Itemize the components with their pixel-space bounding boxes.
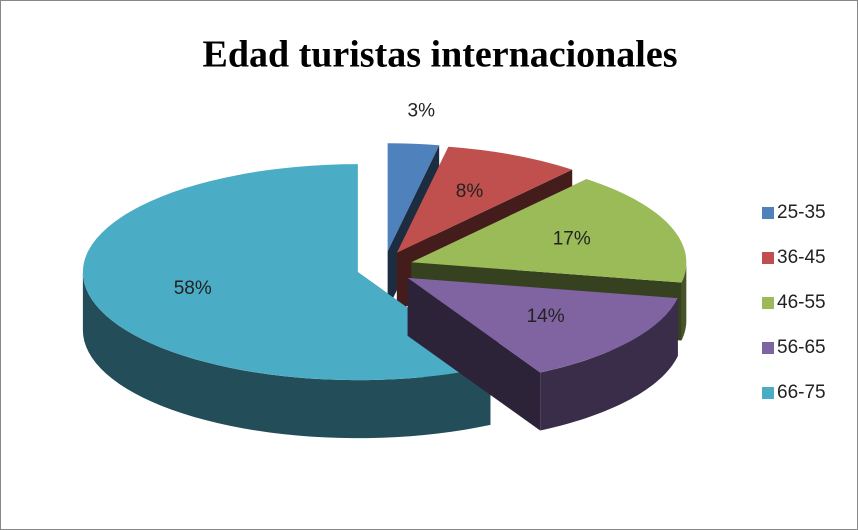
legend-label: 66-75	[777, 382, 826, 403]
slice-top	[387, 143, 440, 252]
legend-swatch	[762, 297, 774, 309]
slice-wall	[407, 277, 541, 431]
slice-top	[411, 179, 687, 283]
legend-swatch	[762, 252, 774, 264]
slice	[82, 164, 491, 439]
slice-side	[681, 262, 687, 341]
legend-swatch	[762, 207, 774, 219]
legend-label: 56-65	[777, 337, 826, 358]
slice-side	[540, 298, 678, 431]
legend-swatch	[762, 342, 774, 354]
slice-top	[82, 164, 491, 381]
slice-top	[407, 277, 678, 373]
data-label: 58%	[174, 278, 212, 299]
data-label: 3%	[408, 101, 436, 122]
data-label: 17%	[553, 229, 591, 250]
slice	[407, 277, 678, 431]
data-label: 8%	[456, 181, 484, 202]
data-label: 14%	[527, 306, 565, 327]
chart-title: Edad turistas internacionales	[202, 34, 677, 76]
legend-label: 46-55	[777, 292, 826, 313]
slice-side	[82, 272, 491, 439]
legend-swatch	[762, 387, 774, 399]
legend-label: 25-35	[777, 202, 826, 223]
slice-top	[396, 146, 573, 253]
legend-label: 36-45	[777, 247, 826, 268]
